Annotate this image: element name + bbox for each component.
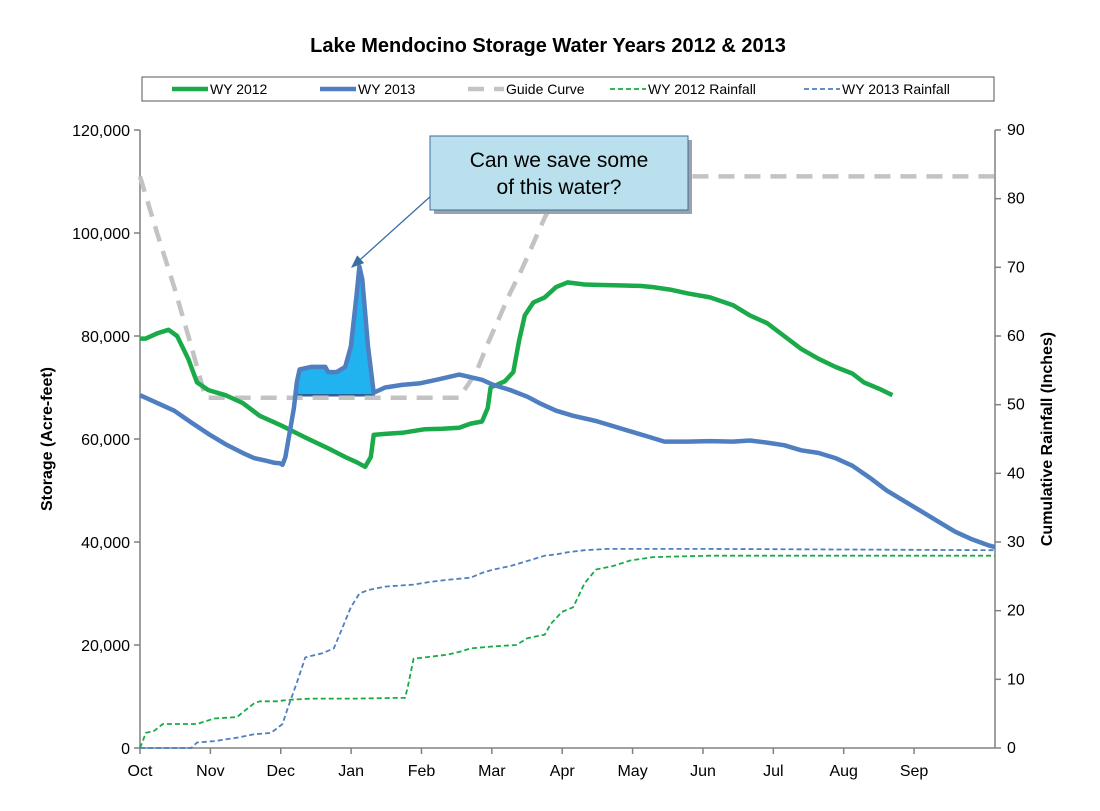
x-tick-label: Apr xyxy=(550,763,576,780)
y-tick-label: 60,000 xyxy=(81,432,130,449)
x-tick-label: Feb xyxy=(408,763,436,780)
y2-axis-ticks: 0 10 20 30 40 50 60 70 80 90 xyxy=(995,122,1025,757)
callout-line-1: Can we save some xyxy=(470,149,649,172)
x-tick-label: Jan xyxy=(338,763,364,780)
x-tick-label: Oct xyxy=(128,763,153,780)
x-tick-label: Sep xyxy=(900,763,929,780)
x-tick-label: Mar xyxy=(478,763,506,780)
legend: WY 2012 WY 2013 Guide Curve WY 2012 Rainfal… xyxy=(141,76,995,102)
series-line-3 xyxy=(139,554,995,749)
callout-box xyxy=(429,135,689,211)
y2-tick-label: 0 xyxy=(1007,740,1016,757)
callout-arrow xyxy=(351,194,433,268)
series-line-1 xyxy=(139,264,996,550)
chart-title: Lake Mendocino Storage Water Years 2012 … xyxy=(310,35,786,57)
plot-frame xyxy=(139,130,996,749)
y2-tick-label: 60 xyxy=(1007,328,1025,345)
y2-tick-label: 90 xyxy=(1007,122,1025,139)
y2-tick-label: 50 xyxy=(1007,397,1025,414)
y2-tick-label: 20 xyxy=(1007,603,1025,620)
x-tick-label: Nov xyxy=(196,763,224,780)
x-axis-ticks: Oct Nov Dec Jan Feb Mar Apr May Jun Jul Aug Sep xyxy=(128,748,929,780)
x-tick-label: Jun xyxy=(690,763,716,780)
series-line-0 xyxy=(140,280,894,470)
y-tick-label: 40,000 xyxy=(81,535,130,552)
y-tick-label: 80,000 xyxy=(81,329,130,346)
legend-label: WY 2013 xyxy=(358,81,416,97)
x-tick-label: Aug xyxy=(829,763,857,780)
legend-label: WY 2012 xyxy=(210,81,268,97)
x-tick-label: May xyxy=(617,763,647,780)
y2-axis-title: Cumulative Rainfall (Inches) xyxy=(1039,332,1056,546)
y-tick-label: 100,000 xyxy=(72,226,130,243)
callout-line-2: of this water? xyxy=(497,176,622,199)
series-line-4 xyxy=(140,548,996,749)
y-tick-label: 0 xyxy=(121,741,130,758)
legend-label: WY 2012 Rainfall xyxy=(648,81,756,97)
legend-label: WY 2013 Rainfall xyxy=(842,81,950,97)
y2-tick-label: 30 xyxy=(1007,534,1025,551)
y-tick-label: 20,000 xyxy=(81,638,130,655)
y-tick-label: 120,000 xyxy=(72,123,130,140)
legend-box xyxy=(141,76,995,102)
series-line-2 xyxy=(137,174,995,401)
legend-label: Guide Curve xyxy=(506,81,585,97)
y2-tick-label: 80 xyxy=(1007,191,1025,208)
y-axis-ticks: 0 20,000 40,000 60,000 80,000 100,000 120,000 xyxy=(72,123,140,758)
y2-tick-label: 40 xyxy=(1007,465,1025,482)
callout: Can we save some of this water? xyxy=(351,135,692,268)
x-tick-label: Jul xyxy=(763,763,783,780)
series-layer xyxy=(137,174,996,749)
y2-tick-label: 70 xyxy=(1007,259,1025,276)
y-axis-title: Storage (Acre-feet) xyxy=(39,367,56,511)
x-tick-label: Dec xyxy=(267,763,295,780)
y2-tick-label: 10 xyxy=(1007,671,1025,688)
